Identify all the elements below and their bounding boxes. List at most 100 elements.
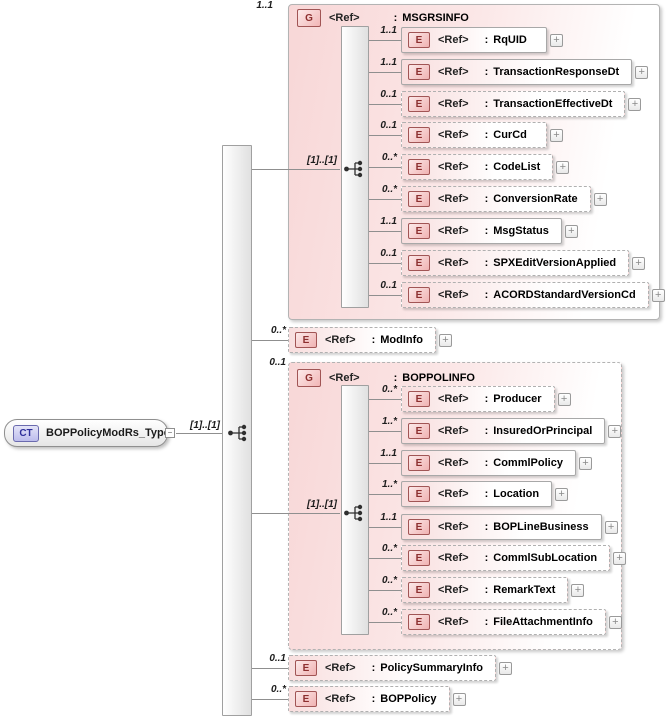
element-row-insuredorprincipal[interactable]: E <Ref> : InsuredOrPrincipal + bbox=[401, 418, 622, 444]
ref-label: <Ref> bbox=[438, 552, 469, 564]
element-row-boppolicy[interactable]: E <Ref> : BOPPolicy + bbox=[288, 686, 466, 712]
expand-icon[interactable]: + bbox=[452, 692, 466, 706]
ref-label: <Ref> bbox=[438, 129, 469, 141]
element-row-fileattachmentinfo[interactable]: E <Ref> : FileAttachmentInfo + bbox=[401, 609, 622, 635]
cardinality-label: 1..* bbox=[381, 479, 397, 490]
cardinality-label: 0..1 bbox=[269, 357, 286, 368]
element-row-curcd[interactable]: E <Ref> : CurCd + bbox=[401, 122, 563, 148]
cardinality-label: 0..1 bbox=[380, 120, 397, 131]
expand-icon[interactable]: + bbox=[635, 65, 649, 79]
sequence-icon bbox=[344, 504, 363, 522]
group-box-boppolinfo[interactable]: G <Ref> : BOPPOLINFO 0..* E <Ref> : Prod… bbox=[288, 362, 627, 650]
cardinality-label: 0..* bbox=[381, 152, 397, 163]
expand-icon[interactable]: + bbox=[571, 583, 585, 597]
element-badge: E bbox=[408, 391, 430, 407]
expand-icon[interactable]: + bbox=[632, 256, 646, 270]
ref-label: <Ref> bbox=[325, 662, 356, 674]
element-row-remarktext[interactable]: E <Ref> : RemarkText + bbox=[401, 577, 585, 603]
element-box: E <Ref> : RemarkText bbox=[401, 577, 569, 603]
element-row-producer[interactable]: E <Ref> : Producer + bbox=[401, 386, 571, 412]
element-row-commlpolicy[interactable]: E <Ref> : CommlPolicy + bbox=[401, 450, 592, 476]
connector-line bbox=[369, 263, 401, 264]
group-box-msgrsinfo[interactable]: G <Ref> : MSGRSINFO 1..1 E <Ref> : RqUID… bbox=[288, 4, 665, 320]
element-row-transactionresponsedt[interactable]: E <Ref> : TransactionResponseDt + bbox=[401, 59, 649, 85]
expand-icon[interactable]: + bbox=[578, 456, 592, 470]
element-badge: E bbox=[295, 660, 317, 676]
element-row-msgstatus[interactable]: E <Ref> : MsgStatus + bbox=[401, 218, 578, 244]
collapse-toggle-icon[interactable]: − bbox=[165, 428, 175, 438]
cardinality-label: 0..1 bbox=[269, 653, 286, 664]
expand-icon[interactable]: + bbox=[555, 487, 569, 501]
element-name: BOPLineBusiness bbox=[493, 521, 589, 533]
element-badge: E bbox=[408, 127, 430, 143]
element-row-location[interactable]: E <Ref> : Location + bbox=[401, 481, 569, 507]
sequence-bar-main[interactable] bbox=[222, 145, 252, 716]
element-row-policysummaryinfo[interactable]: E <Ref> : PolicySummaryInfo + bbox=[288, 655, 512, 681]
expand-icon[interactable]: + bbox=[556, 160, 570, 174]
group-badge: G bbox=[297, 369, 321, 387]
expand-icon[interactable]: + bbox=[498, 661, 512, 675]
element-box: E <Ref> : FileAttachmentInfo bbox=[401, 609, 606, 635]
element-box: E <Ref> : Producer bbox=[401, 386, 555, 412]
expand-icon[interactable]: + bbox=[608, 424, 622, 438]
element-name: Location bbox=[493, 488, 540, 500]
colon: : bbox=[484, 552, 489, 564]
expand-icon[interactable]: + bbox=[550, 128, 563, 142]
expand-icon[interactable]: + bbox=[593, 192, 607, 206]
cardinality-label: 1..1 bbox=[256, 0, 273, 11]
connector-line bbox=[252, 699, 288, 700]
element-box: E <Ref> : ConversionRate bbox=[401, 186, 591, 212]
ref-label: <Ref> bbox=[438, 425, 469, 437]
connector-line bbox=[369, 295, 401, 296]
element-row-transactioneffectivedt[interactable]: E <Ref> : TransactionEffectiveDt + bbox=[401, 91, 642, 117]
expand-icon[interactable]: + bbox=[651, 288, 665, 302]
element-badge: E bbox=[408, 223, 430, 239]
group-badge: G bbox=[297, 9, 321, 27]
colon: : bbox=[484, 616, 489, 628]
element-row-rquid[interactable]: E <Ref> : RqUID + bbox=[401, 27, 563, 53]
element-name: TransactionResponseDt bbox=[493, 66, 620, 78]
element-badge: E bbox=[408, 519, 430, 535]
element-row-codelist[interactable]: E <Ref> : CodeList + bbox=[401, 154, 570, 180]
element-row-spxeditversionapplied[interactable]: E <Ref> : SPXEditVersionApplied + bbox=[401, 250, 646, 276]
ref-label: <Ref> bbox=[438, 521, 469, 533]
element-name: CurCd bbox=[493, 129, 527, 141]
connector-line bbox=[369, 590, 401, 591]
element-name: BOPPolicy bbox=[380, 693, 437, 705]
expand-icon[interactable]: + bbox=[557, 392, 571, 406]
ref-label: <Ref> bbox=[438, 257, 469, 269]
element-row-acordstandardversioncd[interactable]: E <Ref> : ACORDStandardVersionCd + bbox=[401, 282, 665, 308]
element-name: ConversionRate bbox=[493, 193, 578, 205]
cardinality-label: 1..1 bbox=[380, 25, 397, 36]
element-row-boplinebusiness[interactable]: E <Ref> : BOPLineBusiness + bbox=[401, 514, 618, 540]
connector-line bbox=[252, 513, 340, 514]
ref-label: <Ref> bbox=[329, 372, 360, 384]
element-badge: E bbox=[408, 455, 430, 471]
connector-line bbox=[369, 558, 401, 559]
element-name: RemarkText bbox=[493, 584, 556, 596]
ref-label: <Ref> bbox=[438, 616, 469, 628]
element-box: E <Ref> : TransactionEffectiveDt bbox=[401, 91, 626, 117]
expand-icon[interactable]: + bbox=[550, 33, 563, 47]
element-name: CommlPolicy bbox=[493, 457, 563, 469]
expand-icon[interactable]: + bbox=[608, 615, 622, 629]
element-row-commlsublocation[interactable]: E <Ref> : CommlSubLocation + bbox=[401, 545, 627, 571]
element-name: FileAttachmentInfo bbox=[493, 616, 593, 628]
colon: : bbox=[484, 425, 489, 437]
element-box: E <Ref> : CommlSubLocation bbox=[401, 545, 611, 571]
expand-icon[interactable]: + bbox=[613, 551, 627, 565]
element-name: ACORDStandardVersionCd bbox=[493, 289, 636, 301]
expand-icon[interactable]: + bbox=[604, 520, 618, 534]
expand-icon[interactable]: + bbox=[439, 333, 453, 347]
expand-icon[interactable]: + bbox=[628, 97, 642, 111]
group-name: MSGRSINFO bbox=[402, 12, 469, 24]
cardinality-label: 1..1 bbox=[380, 216, 397, 227]
root-complextype-node[interactable]: CT BOPPolicyModRs_Type bbox=[4, 419, 170, 447]
expand-icon[interactable]: + bbox=[564, 224, 578, 238]
element-name: CodeList bbox=[493, 161, 541, 173]
cardinality-label: 1..1 bbox=[380, 57, 397, 68]
element-row-modinfo[interactable]: E <Ref> : ModInfo + bbox=[288, 327, 453, 353]
element-row-conversionrate[interactable]: E <Ref> : ConversionRate + bbox=[401, 186, 607, 212]
connector-line bbox=[369, 104, 401, 105]
ref-label: <Ref> bbox=[438, 457, 469, 469]
